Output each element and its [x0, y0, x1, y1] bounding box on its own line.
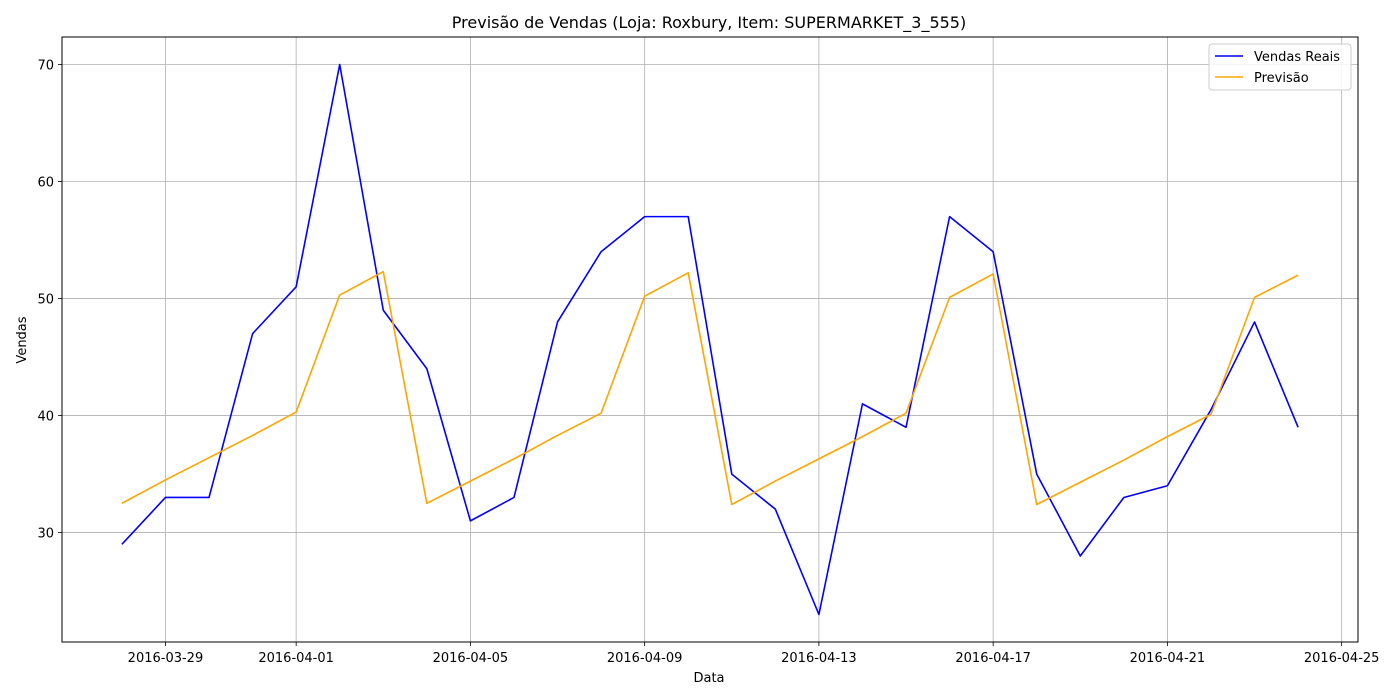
- series-layer: [121, 63, 1299, 616]
- legend: Vendas Reais Previsão: [1208, 43, 1352, 91]
- y-axis-label: Vendas: [15, 316, 30, 363]
- series-line-previsao: [121, 270, 1299, 506]
- y-tick-label: 40: [37, 410, 54, 425]
- legend-box: [1208, 43, 1352, 91]
- series-line-vendas-reais: [121, 63, 1299, 616]
- y-tick-label: 30: [37, 527, 54, 542]
- y-tick-label: 60: [37, 176, 54, 191]
- x-tick-label: 2016-04-25: [1304, 651, 1380, 666]
- x-tick-label: 2016-04-17: [955, 651, 1031, 666]
- legend-label-previsao: Previsão: [1254, 71, 1309, 86]
- x-tick-label: 2016-04-13: [781, 651, 857, 666]
- y-tick-label: 70: [37, 59, 54, 74]
- x-tick-label: 2016-04-21: [1130, 651, 1206, 666]
- legend-label-vendas-reais: Vendas Reais: [1254, 50, 1340, 65]
- x-tick-label: 2016-04-01: [258, 651, 334, 666]
- x-tick-label: 2016-03-29: [128, 651, 204, 666]
- tick-layer: 2016-03-29 2016-04-01 2016-04-05 2016-04-09…: [37, 59, 1379, 667]
- x-tick-label: 2016-04-05: [433, 651, 509, 666]
- grid: [62, 37, 1358, 642]
- chart-title: Previsão de Vendas (Loja: Roxbury, Item:…: [452, 13, 966, 33]
- x-tick-label: 2016-04-09: [607, 651, 683, 666]
- plot-frame: [61, 36, 1359, 643]
- x-axis-label: Data: [693, 671, 724, 686]
- y-tick-label: 50: [37, 293, 54, 308]
